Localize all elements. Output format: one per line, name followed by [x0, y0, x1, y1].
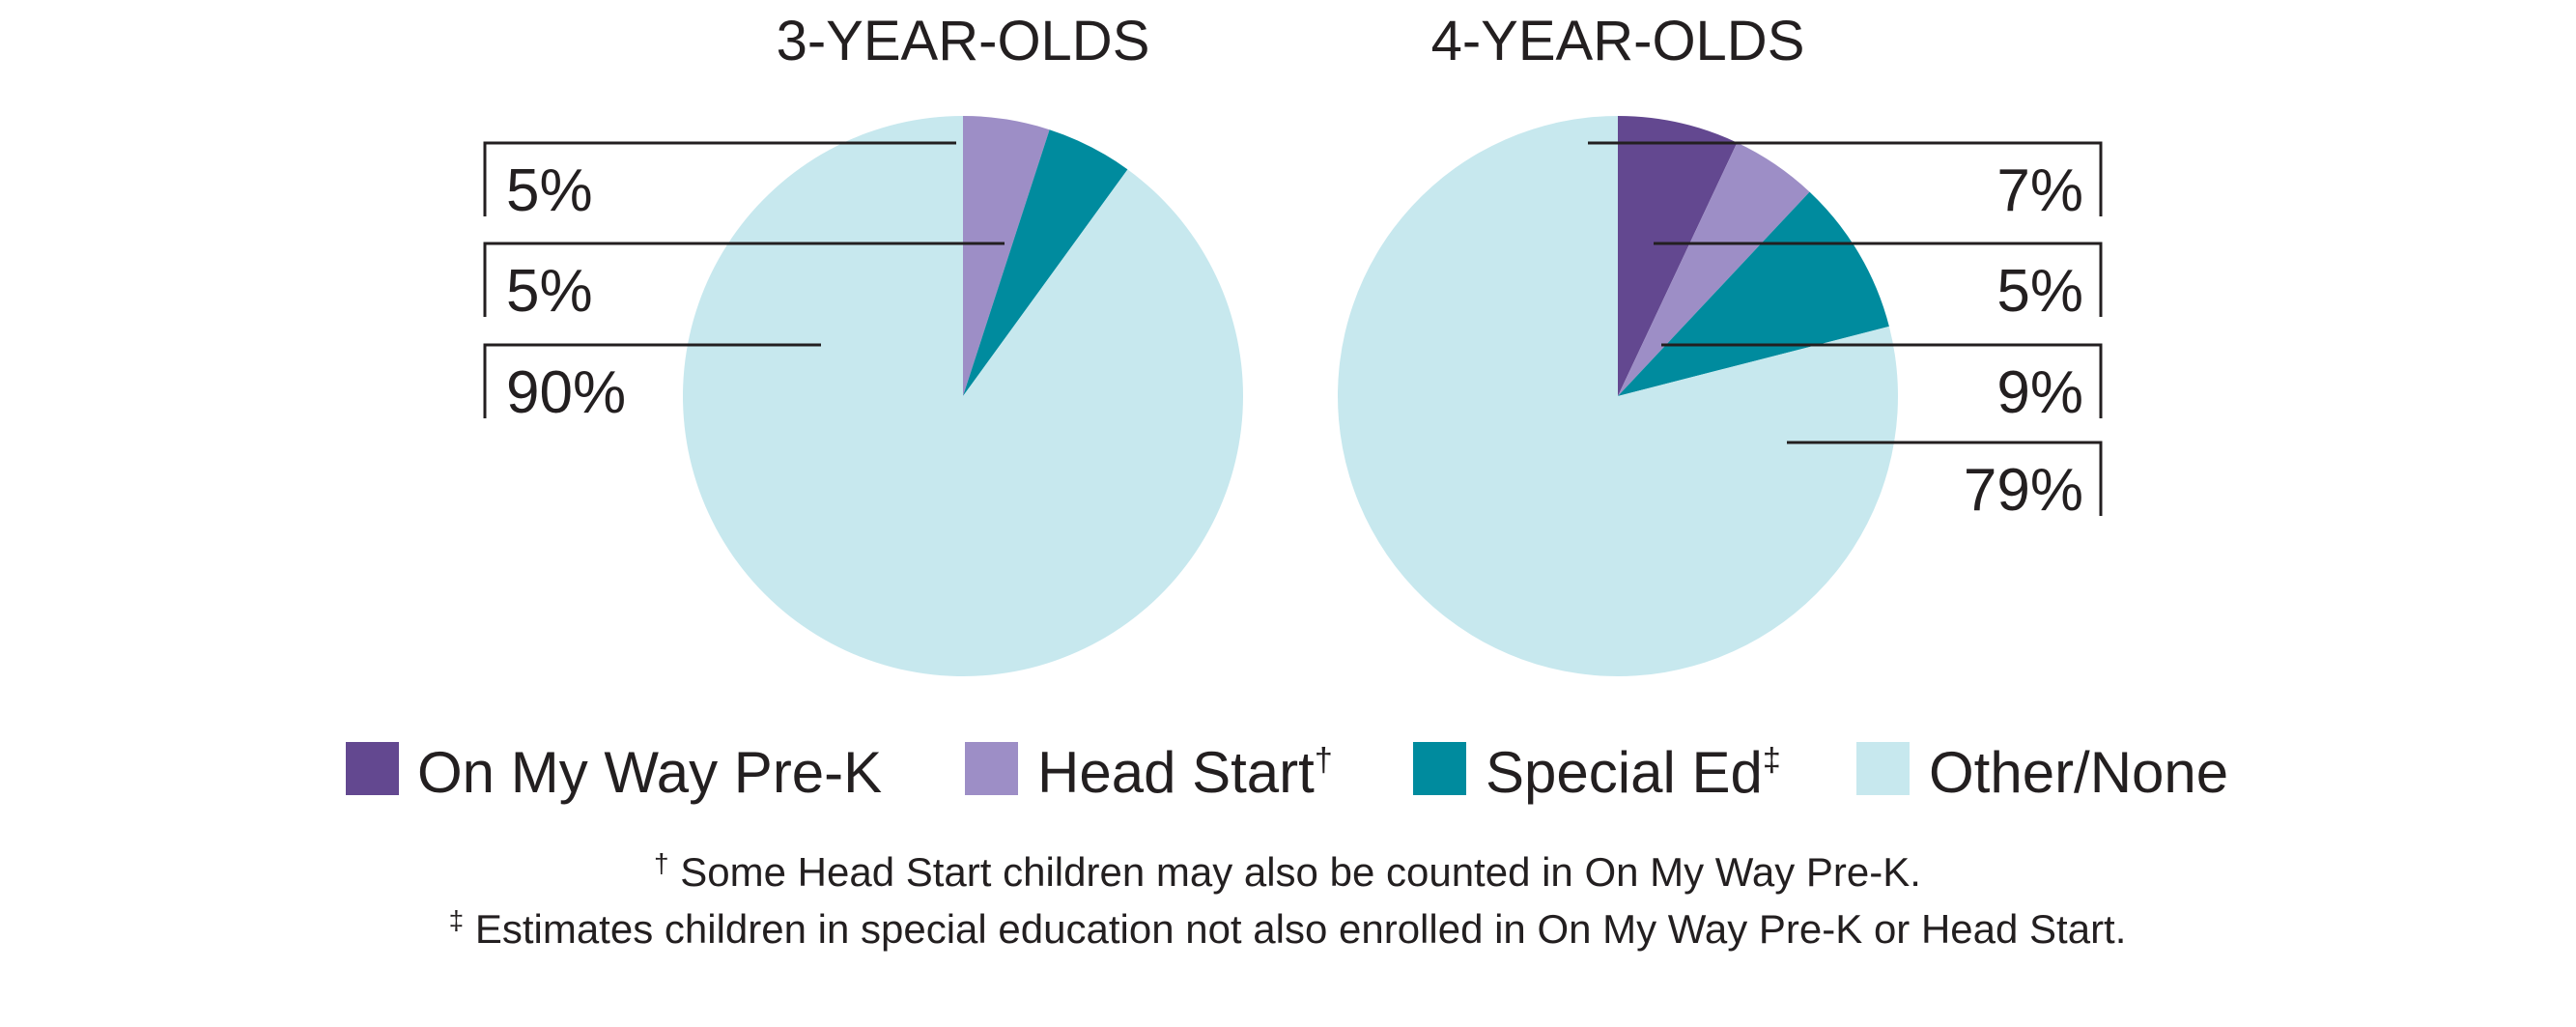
legend-swatch-other-none — [1856, 742, 1910, 795]
legend-label-on-my-way-pre-k: On My Way Pre-K — [417, 740, 882, 805]
legend: On My Way Pre-K Head Start† Special Ed‡ … — [346, 740, 2228, 805]
legend-swatch-special-ed — [1413, 742, 1466, 795]
legend-item-on-my-way-pre-k: On My Way Pre-K — [346, 740, 882, 805]
data-label-head-start: 5% — [1996, 258, 2083, 325]
pie-slice-head-start — [1618, 142, 1810, 396]
data-label-other-none: 79% — [1964, 457, 2083, 524]
footnotes: † Some Head Start children may also be c… — [449, 848, 2127, 952]
legend-label-head-start: Head Start† — [1037, 740, 1333, 805]
callout-line-special-ed — [483, 242, 1005, 317]
data-label-on-my-way-pre-k: 7% — [1996, 157, 2083, 224]
pie-chart-4-year-olds: 4-YEAR-OLDS 7% 5% 9% 79% — [1338, 10, 2103, 677]
legend-swatch-head-start — [965, 742, 1018, 795]
callout-line-head-start — [483, 141, 956, 216]
footnote-double-dagger: ‡ Estimates children in special educatio… — [449, 905, 2127, 952]
pie-slices-4-year-olds — [1338, 115, 1899, 677]
pie-slice-head-start — [963, 116, 1050, 396]
callout-line-special-ed — [1661, 343, 2103, 418]
chart-title-4-year-olds: 4-YEAR-OLDS — [1431, 10, 1805, 72]
legend-swatch-on-my-way-pre-k — [346, 742, 399, 795]
callout-line-other-none — [1787, 441, 2103, 516]
data-label-special-ed: 5% — [506, 258, 593, 325]
callout-line-other-none — [483, 343, 821, 418]
legend-item-special-ed: Special Ed‡ — [1413, 740, 1781, 805]
pie-slice-other-none — [1338, 116, 1899, 677]
data-label-special-ed: 9% — [1996, 359, 2083, 426]
pie-slice-on-my-way-pre-k — [1618, 115, 1738, 396]
chart-title-3-year-olds: 3-YEAR-OLDS — [777, 10, 1150, 72]
footnote-dagger: † Some Head Start children may also be c… — [654, 848, 1921, 895]
legend-item-other-none: Other/None — [1856, 740, 2228, 805]
legend-label-special-ed: Special Ed‡ — [1486, 740, 1781, 805]
legend-item-head-start: Head Start† — [965, 740, 1333, 805]
pie-slice-special-ed — [963, 129, 1128, 396]
callouts-3-year-olds: 5% 5% 90% — [483, 141, 1005, 426]
legend-label-other-none: Other/None — [1929, 740, 2228, 805]
pie-chart-3-year-olds: 3-YEAR-OLDS 5% 5% 90% — [483, 10, 1243, 676]
pie-slices-3-year-olds — [682, 115, 1243, 676]
pie-slice-other-none — [682, 115, 1243, 676]
data-label-head-start: 5% — [506, 157, 593, 224]
data-label-other-none: 90% — [506, 359, 626, 426]
callout-line-on-my-way-pre-k — [1588, 141, 2103, 216]
callouts-4-year-olds: 7% 5% 9% 79% — [1588, 141, 2103, 524]
callout-line-head-start — [1654, 242, 2103, 317]
